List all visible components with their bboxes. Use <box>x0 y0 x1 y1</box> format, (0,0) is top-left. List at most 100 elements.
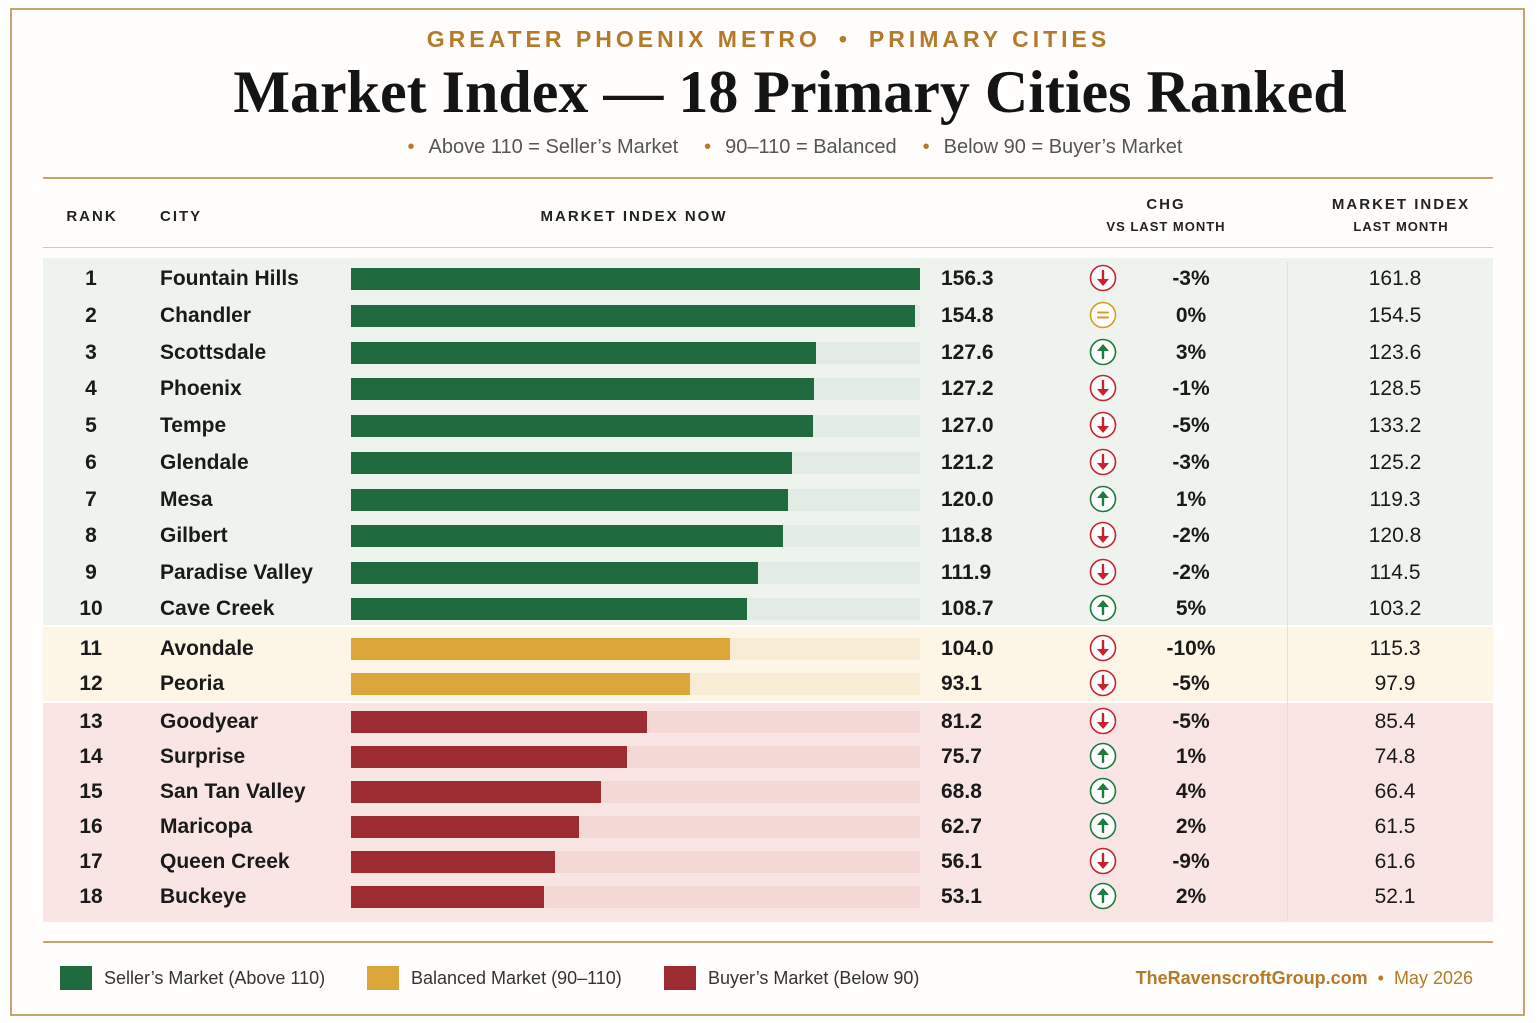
table-row: 14 Surprise 75.7 1% 74.8 <box>43 739 1493 773</box>
arrow-down-icon <box>1089 669 1117 697</box>
change-cell: -3% <box>1172 267 1210 290</box>
value-label: 118.8 <box>941 524 993 547</box>
change-cell: -3% <box>1172 451 1210 474</box>
rank-cell: 14 <box>79 745 103 768</box>
arrow-down-icon <box>1089 634 1117 662</box>
table-row: 12 Peoria 93.1 -5% 97.9 <box>43 666 1493 700</box>
last-month-cell: 114.5 <box>1369 561 1421 584</box>
table-row: 2 Chandler 154.8 0% 154.5 <box>43 298 1493 332</box>
last-month-cell: 123.6 <box>1368 341 1422 364</box>
arrow-down-icon <box>1089 847 1117 875</box>
kicker-right: PRIMARY CITIES <box>868 26 1111 52</box>
subtitle-item-buyer: Below 90 = Buyer’s Market <box>943 136 1183 158</box>
subtitle-item-seller: Above 110 = Seller’s Market <box>428 136 679 158</box>
value-label: 121.2 <box>941 451 994 474</box>
city-cell: Paradise Valley <box>160 561 313 584</box>
legend-label-seller: Seller’s Market (Above 110) <box>104 968 326 988</box>
last-month-cell: 161.8 <box>1368 267 1422 290</box>
arrow-down-icon <box>1089 521 1117 549</box>
table-row: 6 Glendale 121.2 -3% 125.2 <box>43 445 1493 479</box>
city-cell: Phoenix <box>160 377 242 400</box>
arrow-up-icon <box>1089 594 1117 622</box>
header-rule-top <box>43 177 1493 179</box>
bar-mark <box>351 562 759 584</box>
table-row: 10 Cave Creek 108.7 5% 103.2 <box>43 591 1493 625</box>
bar-track <box>351 638 920 660</box>
bar-track <box>351 781 920 803</box>
city-cell: Glendale <box>160 451 249 474</box>
change-cell: 2% <box>1175 885 1207 908</box>
last-month-cell: 133.2 <box>1368 414 1422 437</box>
last-month-cell: 125.2 <box>1368 451 1422 474</box>
column-header-city: CITY <box>160 208 203 225</box>
bar-track <box>351 816 920 838</box>
value-label: 108.7 <box>941 597 994 620</box>
city-cell: Maricopa <box>160 815 253 838</box>
column-header-last-label: MARKET INDEX <box>1331 196 1471 213</box>
city-cell: Cave Creek <box>160 597 275 620</box>
change-cell: -5% <box>1172 710 1210 733</box>
table-row: 15 San Tan Valley 68.8 4% 66.4 <box>43 774 1493 808</box>
rank-cell: 6 <box>85 451 97 474</box>
rank-cell: 7 <box>85 488 97 511</box>
subtitle-legend: • Above 110 = Seller’s Market • 90–110 = Ba… <box>0 136 1537 159</box>
change-cell: 5% <box>1175 597 1207 620</box>
rank-cell: 16 <box>79 815 103 838</box>
footer-separator: • <box>1377 968 1384 988</box>
change-cell: -5% <box>1172 414 1210 437</box>
city-cell: Chandler <box>160 304 252 327</box>
arrow-down-icon <box>1089 707 1117 735</box>
legend-swatch-balanced <box>367 966 399 990</box>
table-row: 3 Scottsdale 127.6 3% 123.6 <box>43 335 1493 369</box>
last-month-cell: 85.4 <box>1374 710 1416 733</box>
kicker: GREATER PHOENIX METRO • PRIMARY CITIES <box>0 26 1537 53</box>
value-label: 104.0 <box>941 637 994 660</box>
value-label: 111.9 <box>941 561 992 584</box>
change-cell: 1% <box>1175 745 1207 768</box>
bar-mark <box>351 525 784 547</box>
table-row: 4 Phoenix 127.2 -1% 128.5 <box>43 371 1493 405</box>
equals-icon <box>1089 301 1117 329</box>
city-cell: Surprise <box>160 745 246 768</box>
table-row: 7 Mesa 120.0 1% 119.3 <box>43 482 1493 516</box>
rank-cell: 13 <box>79 710 103 733</box>
column-header-index-now: MARKET INDEX NOW <box>540 208 728 225</box>
city-cell: Scottsdale <box>160 341 267 364</box>
value-label: 120.0 <box>941 488 994 511</box>
value-label: 68.8 <box>941 780 982 803</box>
legend-label-buyer: Buyer’s Market (Below 90) <box>708 968 920 988</box>
bar-track <box>351 305 920 327</box>
bar-track <box>351 452 920 474</box>
last-month-cell: 61.6 <box>1374 850 1416 873</box>
column-header-chg: CHG VS LAST MONTH <box>1090 196 1242 234</box>
last-month-cell: 52.1 <box>1374 885 1416 908</box>
bar-track <box>351 342 920 364</box>
arrow-down-icon <box>1089 411 1117 439</box>
change-cell: 3% <box>1175 341 1207 364</box>
city-cell: Fountain Hills <box>160 267 299 290</box>
column-header-last-sub: LAST MONTH <box>1353 219 1449 234</box>
value-label: 81.2 <box>941 710 982 733</box>
rank-cell: 12 <box>79 672 103 695</box>
bar-mark <box>351 638 730 660</box>
last-month-cell: 97.9 <box>1374 672 1416 695</box>
value-label: 154.8 <box>941 304 994 327</box>
value-label: 75.7 <box>941 745 982 768</box>
rank-cell: 1 <box>85 267 97 290</box>
bar-track <box>351 525 920 547</box>
value-label: 127.2 <box>941 377 994 400</box>
bar-mark <box>351 781 602 803</box>
legend-swatch-buyer <box>664 966 696 990</box>
bar-mark <box>351 746 627 768</box>
bar-track <box>351 673 920 695</box>
city-cell: Goodyear <box>160 710 259 733</box>
city-cell: Mesa <box>160 488 213 511</box>
arrow-up-icon <box>1089 485 1117 513</box>
change-cell: -2% <box>1172 561 1210 584</box>
site-link[interactable]: TheRavenscroftGroup.com <box>1135 968 1368 988</box>
table-row: 1 Fountain Hills 156.3 -3% 161.8 <box>43 261 1493 295</box>
value-label: 156.3 <box>941 267 994 290</box>
arrow-up-icon <box>1089 338 1117 366</box>
table-row: 17 Queen Creek 56.1 -9% 61.6 <box>43 844 1493 878</box>
bar-track <box>351 489 920 511</box>
